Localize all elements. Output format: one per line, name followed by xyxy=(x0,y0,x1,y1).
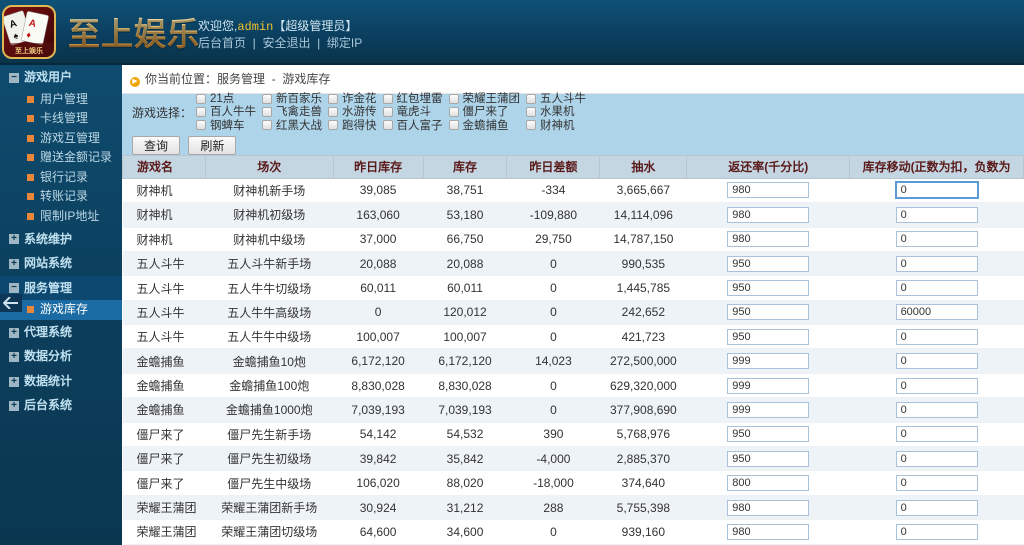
svg-text:至上娱乐: 至上娱乐 xyxy=(15,46,43,55)
